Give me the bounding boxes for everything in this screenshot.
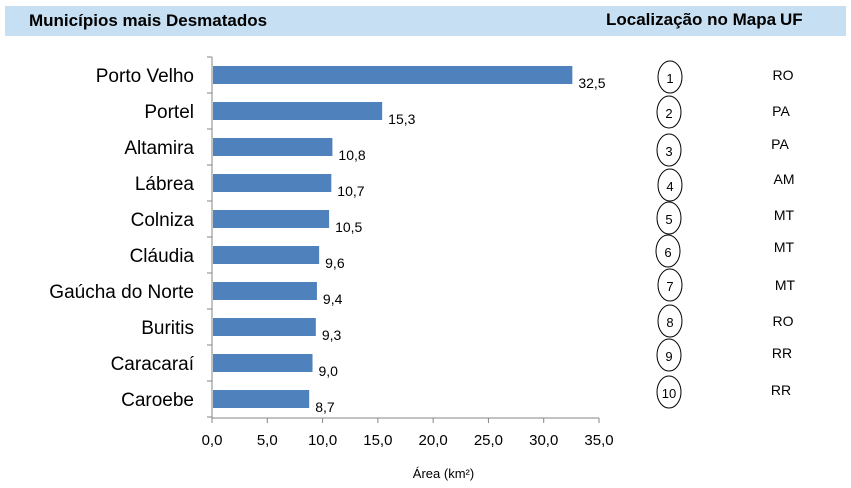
category-label: Colniza [131,210,195,231]
data-label: 9,4 [323,291,343,307]
bar [213,354,313,372]
category-label: Gaúcha do Norte [49,282,194,303]
x-tick-label: 30,0 [529,432,558,449]
map-number-circle [656,201,682,235]
header-bar: Municípios mais Desmatados Localização n… [5,6,846,36]
uf-code: PA [771,136,789,152]
bar [213,390,310,408]
map-number-circle [656,133,682,167]
map-number: 3 [665,144,672,159]
uf-code: RO [773,313,794,329]
map-number-circle [657,60,683,94]
map-number-circle [655,234,681,268]
data-label: 9,0 [319,363,339,379]
category-label: Caracaraí [111,354,195,375]
bar [213,210,330,228]
data-label: 10,8 [338,147,365,163]
category-label: Lábrea [135,174,195,195]
uf-code: AM [774,171,795,187]
data-label: 32,5 [578,75,605,91]
category-label: Buritis [141,318,194,339]
map-number-circle [657,304,683,338]
data-label: 9,6 [325,255,345,271]
bar [213,318,316,336]
data-label: 8,7 [315,399,335,415]
map-number: 4 [666,179,673,194]
map-number-circle [657,268,683,302]
uf-code: MT [775,277,796,293]
bar [213,282,317,300]
map-number: 9 [665,349,672,364]
uf-header: UF [780,10,803,29]
map-number-circle [656,95,682,129]
map-number: 8 [666,315,673,330]
x-tick-label: 5,0 [257,432,278,449]
chart-title: Municípios mais Desmatados [29,11,268,30]
x-tick-label: 15,0 [363,432,392,449]
map-number-circle [656,375,682,409]
uf-code: MT [774,239,795,255]
map-number: 2 [665,106,672,121]
map-number-circle [657,168,683,202]
x-tick-label: 25,0 [474,432,503,449]
data-label: 10,7 [337,183,364,199]
bar [213,102,383,120]
bar [213,174,332,192]
map-number: 7 [666,279,673,294]
bar [213,246,320,264]
uf-code: RO [773,67,794,83]
map-number-circle [656,338,682,372]
data-label: 15,3 [388,111,415,127]
data-label: 10,5 [335,219,362,235]
category-label: Portel [144,102,194,123]
category-label: Caroebe [121,390,194,411]
x-tick-label: 20,0 [419,432,448,449]
bar [213,66,573,84]
map-number: 10 [662,386,676,401]
map-number: 1 [666,71,673,86]
data-label: 9,3 [322,327,342,343]
map-location-header: Localização no Mapa [606,10,777,29]
map-number: 6 [664,245,671,260]
uf-code: RR [772,345,792,361]
x-tick-label: 0,0 [202,432,223,449]
bar [213,138,333,156]
category-label: Porto Velho [96,66,194,87]
map-number: 5 [665,212,672,227]
category-label: Cláudia [130,246,195,267]
uf-code: MT [774,207,795,223]
uf-code: PA [772,103,790,119]
x-axis-label: Área (km²) [413,466,474,481]
x-tick-label: 10,0 [308,432,337,449]
x-tick-label: 35,0 [584,432,613,449]
uf-code: RR [771,382,791,398]
category-label: Altamira [124,138,194,159]
